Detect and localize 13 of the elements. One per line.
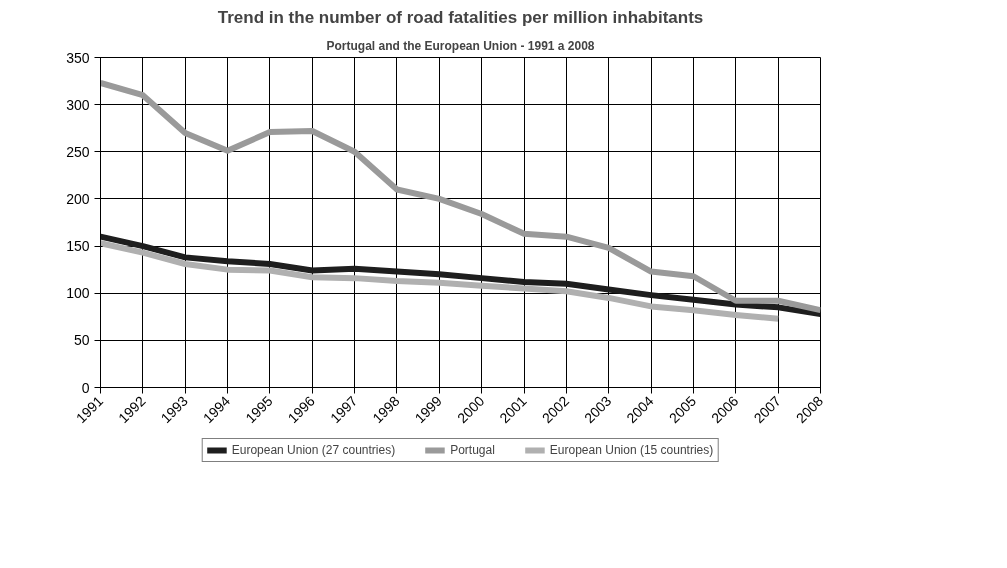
legend-label: European Union (27 countries) (231, 443, 396, 457)
legend-label: Portugal (450, 443, 495, 457)
y-tick-label: 0 (81, 379, 90, 396)
y-tick-label: 200 (66, 190, 90, 207)
y-tick-label: 350 (66, 49, 90, 66)
chart-subtitle: Portugal and the European Union - 1991 a 2008 (326, 38, 595, 53)
y-tick-label: 50 (73, 332, 90, 349)
y-tick-label: 100 (66, 285, 90, 302)
y-tick-label: 300 (66, 96, 90, 113)
chart-title: Trend in the number of road fatalities per million inhabitants (217, 7, 704, 27)
y-tick-label: 250 (66, 143, 90, 160)
legend-label: European Union (15 countries) (549, 443, 714, 457)
y-tick-label: 150 (66, 238, 90, 255)
